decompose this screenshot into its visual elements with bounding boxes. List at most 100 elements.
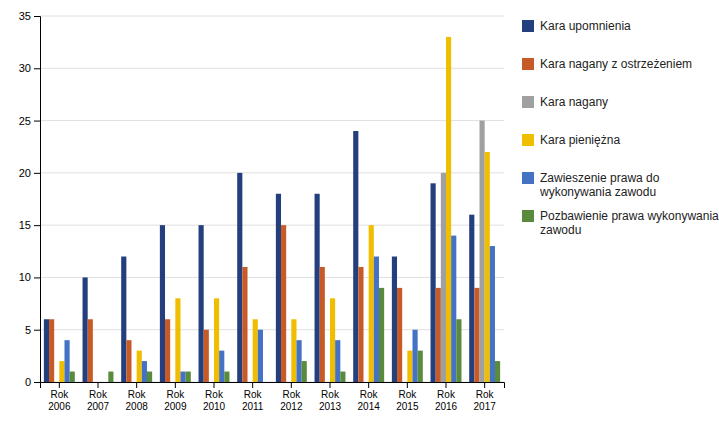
text-line: 2006 [48,401,71,412]
y-tick: 35 [19,10,40,22]
chart-svg: 05101520253035Rok2006Rok2007Rok2008Rok20… [0,0,719,428]
bar [70,372,75,382]
bar [98,382,103,383]
legend-swatch [522,210,534,222]
bar [402,382,407,383]
bar [103,382,108,383]
y-tick: 5 [25,324,40,336]
y-tick-label: 15 [19,219,31,231]
bar [412,330,417,382]
text-line: Kara nagany z ostrzeżeniem [540,57,692,71]
text-line: 2009 [164,401,187,412]
bar [446,37,451,382]
text-line: Rok [360,389,379,400]
bar [170,382,175,383]
bar [186,372,191,382]
bar [54,382,59,383]
bar [286,382,291,383]
bar [353,131,358,382]
text-line: Rok [50,389,69,400]
y-axis-line [34,17,41,383]
bar [121,257,126,382]
y-tick: 15 [19,219,40,231]
y-tick-mark [34,68,40,69]
bar [248,382,253,383]
series [64,236,494,382]
bar [199,225,204,382]
series [59,37,489,382]
x-tick: Rok2014 [358,382,381,412]
bar [137,351,142,382]
bar [108,372,113,382]
text-line: Rok [282,389,301,400]
text-line: 2013 [319,401,342,412]
bar [374,257,379,382]
text-line: Rok [166,389,185,400]
y-tick-label: 25 [19,115,31,127]
bar [397,288,402,382]
bar [126,340,131,382]
text-line: 2014 [358,401,381,412]
x-tick: Rok2007 [87,382,110,412]
legend-swatch [522,20,534,32]
x-tick-label: Rok2011 [242,389,264,412]
x-tick: Rok2010 [203,382,226,412]
y-tick-mark [34,121,40,122]
grid-line [40,68,504,69]
text-line: Rok [128,389,147,400]
x-tick: Rok2013 [319,382,342,412]
x-tick-label: Rok2014 [358,389,381,412]
x-tick-label: Rok2012 [280,389,303,412]
y-tick: 0 [25,376,40,388]
series [49,225,479,382]
bar [296,340,301,382]
bar [340,372,345,382]
text-line: Zawieszenie prawa do [540,171,660,185]
x-tick-mark [214,382,215,388]
bar [44,319,49,382]
text-line: 2017 [474,401,497,412]
bar [224,372,229,382]
text-line: Rok [398,389,417,400]
bar [407,351,412,382]
bar [237,173,242,382]
text-line: Pozbawienie prawa wykonywania [540,209,719,223]
plot: 05101520253035Rok2006Rok2007Rok2008Rok20… [19,10,505,412]
y-tick-label: 0 [25,376,31,388]
bar [175,298,180,382]
text-line: Kara nagany [540,95,608,109]
y-tick: 25 [19,115,40,127]
x-tick-mark [175,382,176,388]
legend-label: Pozbawienie prawa wykonywaniazawodu [540,209,719,237]
text-line: 2015 [396,401,419,412]
y-tick-mark [34,330,40,331]
bar [431,183,436,382]
x-tick-label: Rok2007 [87,389,110,412]
bar [242,267,247,382]
text-line: Rok [321,389,340,400]
bar [364,382,369,383]
x-tick-label: Rok2015 [396,389,419,412]
y-tick-mark [34,173,40,174]
legend: Kara upomnienia Kara nagany z ostrzeżenie… [522,19,719,237]
text-line: 2010 [203,401,226,412]
x-tick: Rok2016 [435,382,458,412]
x-tick-mark [136,382,137,388]
bar [485,152,490,382]
text-line: 2007 [87,401,110,412]
bar [142,361,147,382]
bar [392,257,397,382]
y-tick-label: 30 [19,62,31,74]
bar [64,340,69,382]
y-tick-label: 10 [19,271,31,283]
bar [160,225,165,382]
x-tick-label: Rok2013 [319,389,342,412]
legend-item: Kara nagany [522,95,608,109]
bar [281,225,286,382]
bar [165,319,170,382]
text-line: Rok [205,389,224,400]
legend-label: Kara pieniężna [540,133,620,147]
legend-item: Kara upomnienia [522,19,631,33]
text-line: Rok [89,389,108,400]
bar [88,319,93,382]
